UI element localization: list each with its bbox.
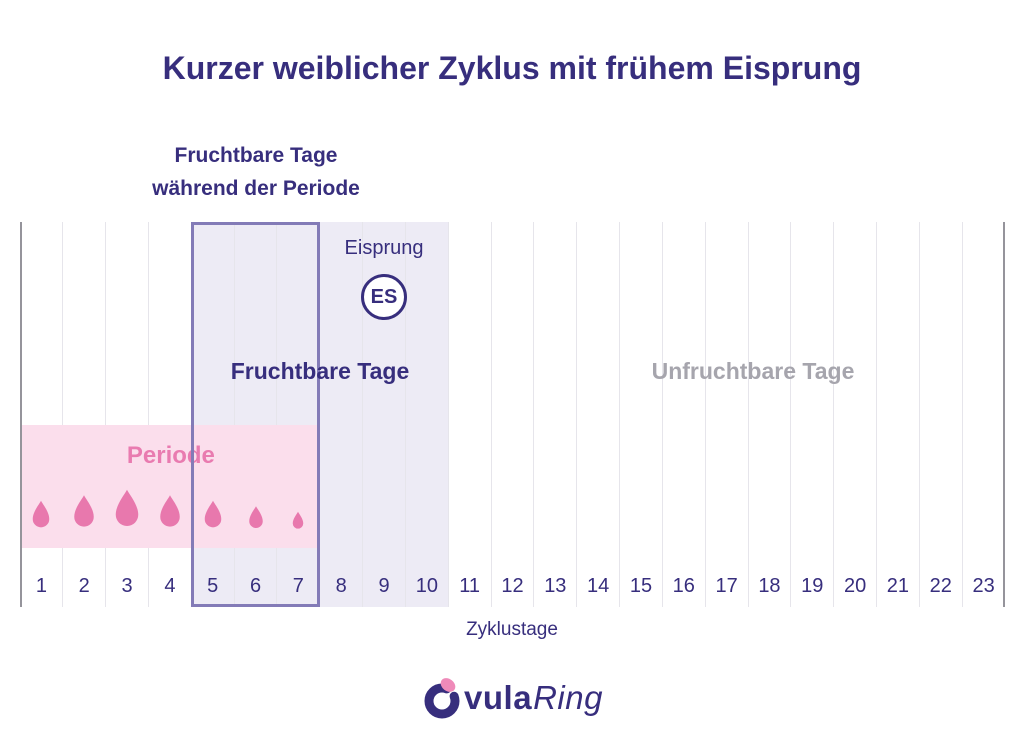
day-label: 15 bbox=[629, 575, 653, 597]
gridline bbox=[790, 222, 792, 607]
logo-o-icon bbox=[424, 678, 460, 719]
day-label: 7 bbox=[292, 575, 304, 597]
gridline bbox=[833, 222, 835, 607]
day-label: 5 bbox=[207, 575, 219, 597]
period-drops bbox=[20, 222, 1005, 607]
day-label: 6 bbox=[249, 575, 262, 597]
right-axis-line bbox=[1003, 222, 1005, 607]
infertile-days-label: Unfruchtbare Tage bbox=[651, 358, 855, 384]
day-label: 8 bbox=[335, 575, 347, 597]
gridline bbox=[362, 222, 364, 607]
day-label: 10 bbox=[415, 575, 438, 597]
gridline bbox=[704, 222, 706, 607]
callout-fertile-during-period: Fruchtbare Tage während der Periode bbox=[56, 139, 456, 205]
gridline bbox=[533, 222, 535, 607]
day-axis: 1 2 3 4 5 6 7 8 9 10 11 12 13 14 15 16 17 18 19 20 21 22 23 bbox=[20, 569, 1005, 603]
ovularing-logo: vula Ring bbox=[0, 674, 1024, 722]
logo-text-bold: vula bbox=[464, 679, 533, 716]
callout-line-2: während der Periode bbox=[152, 177, 360, 200]
gridline bbox=[490, 222, 492, 607]
x-axis-label: Zyklustage bbox=[466, 619, 558, 640]
period-region bbox=[22, 425, 320, 548]
gridline bbox=[576, 222, 578, 607]
ovulation-marker-icon: ES bbox=[361, 274, 407, 320]
ovulation-marker-text: ES bbox=[370, 285, 398, 308]
gridline bbox=[62, 222, 64, 607]
gridline bbox=[661, 222, 663, 607]
gridline bbox=[105, 222, 107, 607]
day-label: 11 bbox=[459, 575, 481, 597]
fertile-during-period-box bbox=[191, 222, 320, 607]
gridline bbox=[276, 222, 278, 607]
callout-line-1: Fruchtbare Tage bbox=[174, 144, 338, 167]
gridline bbox=[747, 222, 749, 607]
period-label: Periode bbox=[126, 442, 215, 469]
day-label: 4 bbox=[164, 575, 176, 597]
day-label: 16 bbox=[672, 575, 695, 597]
day-label: 17 bbox=[715, 575, 738, 597]
gridline bbox=[233, 222, 235, 607]
logo-text-italic: Ring bbox=[533, 679, 603, 716]
day-label: 12 bbox=[501, 575, 524, 597]
gridline bbox=[876, 222, 878, 607]
day-label: 23 bbox=[972, 575, 995, 597]
gridline bbox=[319, 222, 321, 607]
gridline bbox=[918, 222, 920, 607]
day-label: 1 bbox=[35, 575, 47, 597]
day-label: 21 bbox=[886, 575, 910, 597]
day-label: 19 bbox=[801, 575, 824, 597]
ovulation-label: Eisprung bbox=[344, 237, 424, 259]
day-label: 13 bbox=[544, 575, 567, 597]
gridline bbox=[447, 222, 449, 607]
gridline bbox=[147, 222, 149, 607]
gridline bbox=[619, 222, 621, 607]
day-label: 20 bbox=[843, 575, 867, 597]
fertile-days-label: Fruchtbare Tage bbox=[230, 358, 410, 384]
day-label: 3 bbox=[121, 575, 133, 597]
page-title: Kurzer weiblicher Zyklus mit frühem Eisp… bbox=[162, 50, 862, 86]
day-label: 14 bbox=[587, 575, 610, 597]
day-label: 9 bbox=[378, 575, 390, 597]
left-axis-line bbox=[20, 222, 22, 607]
day-label: 22 bbox=[929, 575, 952, 597]
day-label: 2 bbox=[78, 575, 90, 597]
day-label: 18 bbox=[758, 575, 781, 597]
gridline bbox=[961, 222, 963, 607]
cycle-chart: Periode Eisprung ES Fruchtbare Tage Unfr… bbox=[20, 222, 1005, 607]
gridline bbox=[404, 222, 406, 607]
